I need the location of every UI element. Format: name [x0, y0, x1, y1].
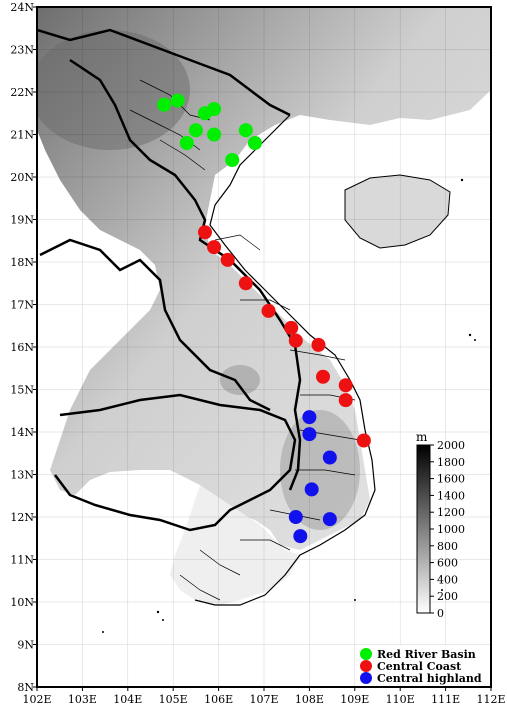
station-marker	[238, 123, 253, 138]
colorbar-label: 800	[437, 540, 458, 553]
y-tick-label: 11N	[10, 554, 34, 567]
station-marker	[225, 153, 240, 167]
y-tick-label: 20N	[10, 171, 34, 184]
station-marker	[238, 276, 253, 291]
x-tick-label: 110E	[386, 693, 415, 706]
station-marker	[316, 369, 331, 384]
country-border-cambodia	[54, 393, 297, 532]
y-tick-label: 8N	[17, 681, 34, 694]
legend-label-red-river: Red River Basin	[377, 648, 476, 661]
axis-labels: 102E 103E 104E 105E 106E 107E 108E 109E 110E 111E…	[10, 1, 505, 706]
grid-lines	[37, 7, 491, 687]
colorbar-label: 1000	[437, 523, 465, 536]
hainan-island	[344, 174, 451, 249]
station-marker	[338, 393, 353, 408]
x-tick-label: 106E	[204, 693, 233, 706]
colorbar-label: 1400	[437, 489, 465, 502]
station-marker	[220, 252, 235, 267]
colorbar-label: 1600	[437, 473, 465, 486]
frame-ticks	[33, 6, 492, 691]
station-marker	[293, 529, 308, 544]
country-border-laos-thai	[39, 238, 271, 412]
station-marker	[338, 378, 353, 393]
y-tick-label: 14N	[10, 426, 34, 439]
y-tick-label: 23N	[10, 44, 34, 57]
station-marker	[157, 97, 172, 112]
plateau-shade	[220, 365, 260, 395]
legend-marker-red-river	[360, 648, 372, 660]
y-tick-label: 13N	[10, 469, 34, 482]
colorbar: m 0 200 400 600 800 1000 1200 1400 1600 1800 2000	[416, 430, 465, 620]
x-tick-label: 103E	[68, 693, 97, 706]
colorbar-unit: m	[416, 430, 428, 444]
islands	[102, 178, 476, 633]
x-tick-label: 107E	[249, 693, 278, 706]
x-tick-label: 104E	[113, 693, 142, 706]
land-north	[37, 7, 491, 550]
legend-box	[356, 645, 489, 685]
colorbar-label: 1800	[437, 456, 465, 469]
y-tick-label: 16N	[10, 341, 34, 354]
station-marker	[302, 410, 317, 425]
station-marker	[284, 320, 299, 335]
colorbar-label: 2000	[437, 439, 465, 452]
legend-label-central-coast: Central Coast	[377, 660, 462, 673]
y-tick-label: 19N	[10, 214, 34, 227]
x-tick-label: 102E	[22, 693, 51, 706]
y-tick-label: 18N	[10, 256, 34, 269]
x-tick-label: 111E	[431, 693, 460, 706]
station-marker	[322, 512, 337, 527]
station-marker	[247, 136, 262, 150]
colorbar-label: 1200	[437, 506, 465, 519]
north-mountain-shade	[37, 30, 190, 150]
legend-marker-central-highland	[360, 672, 372, 684]
x-tick-label: 109E	[340, 693, 369, 706]
y-tick-label: 9N	[17, 639, 34, 652]
colorbar-gradient	[416, 444, 431, 614]
colorbar-label: 600	[437, 557, 458, 570]
station-marker	[170, 93, 185, 108]
station-markers	[157, 93, 371, 544]
station-marker	[356, 433, 371, 448]
station-marker	[322, 450, 337, 465]
x-tick-label: 112E	[476, 693, 505, 706]
y-tick-label: 24N	[10, 1, 34, 14]
station-marker	[197, 225, 212, 240]
land-south	[170, 485, 300, 605]
station-marker	[179, 136, 194, 150]
legend-label-central-highland: Central highland	[377, 672, 482, 685]
station-marker	[311, 337, 326, 352]
station-marker	[288, 333, 303, 348]
y-tick-label: 15N	[10, 384, 34, 397]
y-tick-label: 10N	[10, 596, 34, 609]
station-marker	[188, 123, 203, 138]
station-marker	[207, 240, 222, 255]
legend: Red River Basin Central Coast Central hi…	[356, 645, 489, 685]
y-tick-label: 12N	[10, 511, 34, 524]
station-marker	[302, 427, 317, 442]
station-marker	[261, 303, 276, 318]
y-tick-label: 17N	[10, 299, 34, 312]
y-tick-label: 21N	[10, 129, 34, 142]
x-tick-label: 108E	[295, 693, 324, 706]
y-tick-label: 22N	[10, 86, 34, 99]
station-marker	[207, 102, 222, 116]
x-tick-label: 105E	[159, 693, 188, 706]
country-border-china	[37, 28, 291, 117]
colorbar-label: 400	[437, 573, 458, 586]
colorbar-label: 200	[437, 590, 458, 603]
colorbar-label: 0	[437, 607, 444, 620]
station-marker	[207, 127, 222, 142]
legend-marker-central-coast	[360, 660, 372, 672]
station-marker	[288, 510, 303, 524]
station-marker	[304, 482, 319, 497]
